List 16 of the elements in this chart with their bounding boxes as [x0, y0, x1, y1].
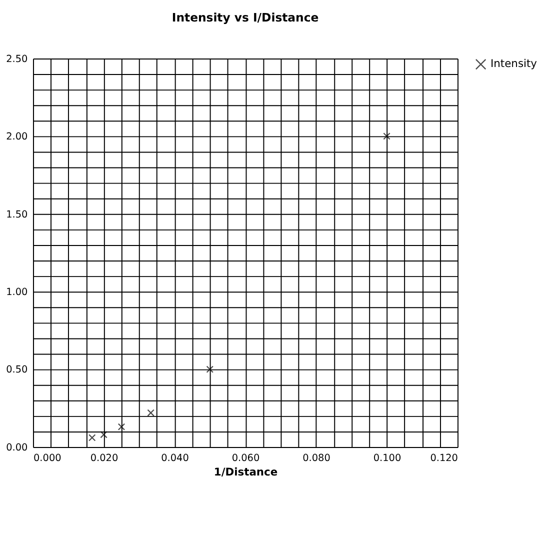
legend-label: Intensity — [490, 57, 537, 70]
y-tick-label: 0.50 — [6, 364, 28, 376]
x-tick-label: 0.120 — [430, 453, 458, 464]
y-tick-label: 1.00 — [6, 287, 28, 298]
x-tick-label: 0.000 — [34, 453, 62, 464]
x-tick-label: 0.100 — [373, 453, 402, 464]
x-tick-label: 0.040 — [161, 453, 189, 464]
x-axis-title: 1/Distance — [214, 466, 278, 479]
x-tick-label: 0.060 — [232, 453, 260, 464]
y-tick-label: 2.50 — [6, 54, 28, 65]
y-tick-label: 1.50 — [6, 209, 28, 220]
x-tick-label: 0.020 — [90, 453, 118, 464]
y-tick-label: 0.00 — [6, 442, 28, 454]
chart-title: Intensity vs I/Distance — [172, 10, 319, 25]
x-tick-label: 0.080 — [302, 453, 330, 464]
y-tick-label: 2.00 — [6, 132, 28, 143]
